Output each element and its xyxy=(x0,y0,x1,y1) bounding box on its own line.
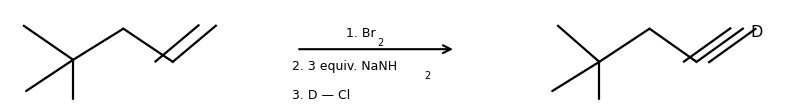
Text: 2: 2 xyxy=(424,71,430,81)
Text: 2: 2 xyxy=(377,38,383,48)
Text: D: D xyxy=(750,25,763,40)
Text: 2. 3 equiv. NaNH: 2. 3 equiv. NaNH xyxy=(292,60,398,73)
Text: 1. Br: 1. Br xyxy=(346,27,376,40)
Text: 3. D — Cl: 3. D — Cl xyxy=(292,89,350,102)
